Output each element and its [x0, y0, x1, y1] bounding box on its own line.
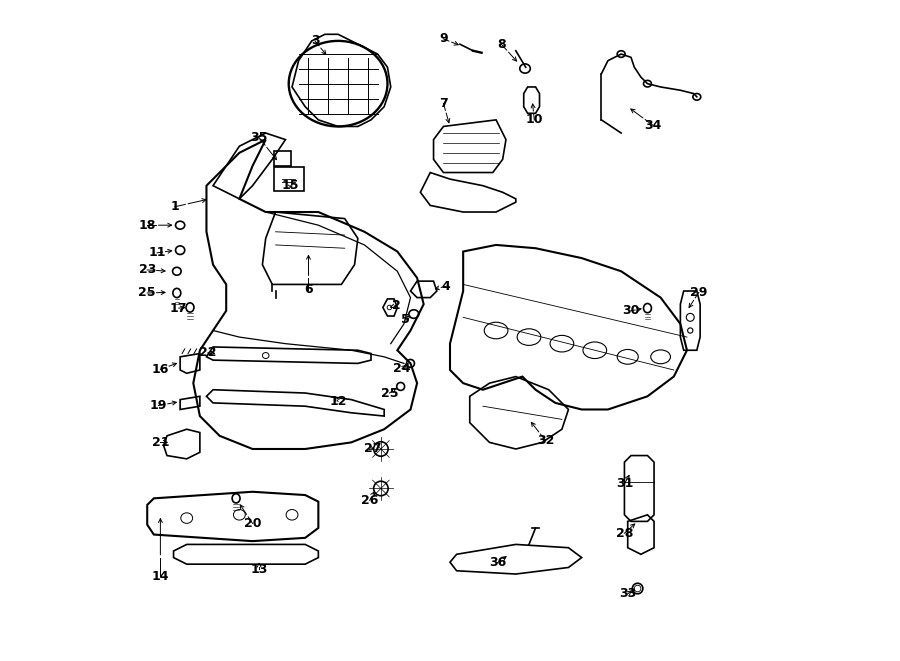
- Text: 10: 10: [526, 114, 543, 126]
- Text: 36: 36: [489, 557, 506, 569]
- Text: 26: 26: [361, 494, 378, 507]
- Text: 35: 35: [250, 131, 268, 144]
- Text: 15: 15: [282, 179, 300, 192]
- Text: 33: 33: [619, 587, 636, 600]
- Text: 34: 34: [644, 118, 662, 132]
- Text: 8: 8: [497, 38, 506, 51]
- Text: 25: 25: [139, 286, 156, 299]
- Text: 13: 13: [250, 563, 268, 576]
- Text: 11: 11: [148, 247, 166, 259]
- Text: 2: 2: [392, 299, 400, 312]
- Text: 17: 17: [170, 301, 187, 315]
- Text: 29: 29: [690, 286, 707, 299]
- Text: 19: 19: [149, 399, 167, 412]
- Text: 18: 18: [139, 219, 156, 232]
- Text: 28: 28: [616, 527, 633, 540]
- Text: 23: 23: [139, 264, 156, 276]
- Text: 3: 3: [310, 34, 320, 48]
- Text: 7: 7: [439, 97, 448, 110]
- Text: 25: 25: [381, 387, 398, 399]
- Text: 30: 30: [622, 304, 640, 317]
- Text: 21: 21: [151, 436, 169, 449]
- Text: 5: 5: [400, 313, 410, 327]
- Text: 9: 9: [439, 32, 447, 46]
- Text: 24: 24: [393, 362, 410, 375]
- Text: 1: 1: [170, 200, 179, 214]
- Text: 27: 27: [364, 442, 381, 455]
- Text: 16: 16: [152, 363, 169, 376]
- Text: 22: 22: [199, 346, 217, 360]
- Text: 32: 32: [536, 434, 554, 447]
- Text: 4: 4: [441, 280, 450, 293]
- Text: 14: 14: [151, 570, 169, 582]
- Text: 31: 31: [616, 477, 633, 490]
- Text: 12: 12: [329, 395, 346, 408]
- Text: 20: 20: [244, 517, 261, 530]
- Text: 6: 6: [304, 283, 313, 296]
